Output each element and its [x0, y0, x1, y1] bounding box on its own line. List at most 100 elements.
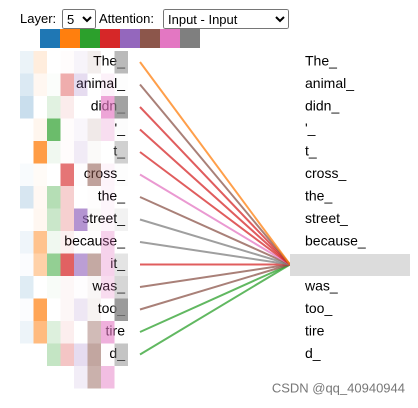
heat-cell	[74, 253, 88, 276]
heat-cell	[88, 141, 102, 164]
heat-cell	[34, 344, 48, 367]
right-token[interactable]: animal_	[305, 75, 354, 91]
heat-cell	[101, 51, 115, 74]
layer-select[interactable]: 5	[62, 9, 96, 29]
heat-cell	[114, 51, 128, 74]
heat-cell	[101, 186, 115, 209]
attention-line	[139, 61, 291, 266]
head-swatch[interactable]	[60, 29, 80, 48]
right-token[interactable]: t_	[305, 143, 317, 159]
heat-cell	[115, 366, 129, 389]
heat-cell	[74, 343, 88, 366]
heat-cell	[101, 96, 115, 119]
heat-cell	[114, 298, 128, 321]
heat-cell	[47, 186, 61, 209]
heat-cell	[87, 163, 101, 186]
head-swatch[interactable]	[40, 29, 60, 48]
heat-cell	[74, 73, 88, 96]
heat-cell	[47, 74, 61, 97]
right-token[interactable]: street_	[305, 210, 348, 226]
head-swatch[interactable]	[160, 29, 180, 48]
heat-cell	[60, 343, 74, 366]
attention-select[interactable]: Input - Input	[163, 9, 289, 29]
left-token[interactable]: because_	[64, 233, 125, 249]
left-token[interactable]: The_	[93, 53, 125, 69]
heat-cell	[114, 141, 128, 164]
heat-cell	[74, 321, 88, 344]
head-swatch[interactable]	[180, 29, 200, 48]
heat-cell	[61, 366, 75, 389]
heat-cell	[34, 366, 48, 389]
right-token[interactable]: didn_	[305, 98, 339, 114]
attention-line	[139, 106, 291, 266]
heat-cell	[74, 96, 88, 119]
heat-cell	[74, 51, 88, 74]
heat-cell	[60, 231, 74, 254]
left-token[interactable]: street_	[82, 210, 125, 226]
heat-cell	[114, 253, 128, 276]
heat-cell	[33, 298, 47, 321]
heat-cell	[88, 231, 102, 254]
right-token[interactable]: tire	[305, 323, 325, 339]
right-token[interactable]: d_	[305, 345, 321, 361]
heat-cell	[74, 366, 88, 389]
heat-cell	[101, 208, 115, 231]
right-token[interactable]: too_	[305, 300, 332, 316]
left-token[interactable]: too_	[98, 300, 125, 316]
heat-cell	[114, 208, 128, 231]
heat-cell	[115, 321, 129, 344]
left-token[interactable]: '_	[115, 120, 126, 136]
heat-cell	[20, 119, 34, 142]
heat-cell	[47, 141, 61, 164]
left-token[interactable]: the_	[98, 188, 125, 204]
heat-cell	[20, 96, 34, 119]
heat-cell	[20, 366, 34, 389]
heat-cell	[61, 51, 75, 74]
attention-line	[139, 128, 291, 266]
head-swatch[interactable]	[80, 29, 100, 48]
heat-cell	[88, 74, 102, 97]
head-swatch[interactable]	[120, 29, 140, 48]
heat-cell	[74, 118, 88, 141]
heat-cell	[20, 254, 34, 277]
left-token[interactable]: cross_	[84, 165, 125, 181]
right-token[interactable]: the_	[305, 188, 332, 204]
heat-cell	[74, 231, 88, 254]
heat-cell	[87, 321, 101, 344]
left-token[interactable]: was_	[91, 278, 125, 294]
left-token[interactable]: d_	[109, 345, 125, 361]
left-token[interactable]: animal_	[76, 75, 125, 91]
heat-cell	[34, 164, 48, 187]
attention-label: Attention:	[99, 11, 154, 26]
heat-cell	[87, 51, 101, 74]
attention-line	[139, 151, 291, 266]
attention-line	[139, 263, 291, 288]
heat-cell	[47, 118, 61, 141]
left-token[interactable]: didn_	[91, 98, 125, 114]
heat-cell	[101, 141, 115, 164]
right-token[interactable]: was_	[304, 278, 338, 294]
heat-cell	[60, 186, 74, 209]
heat-cell	[47, 231, 61, 254]
right-token[interactable]: cross_	[305, 165, 346, 181]
right-token[interactable]: The_	[305, 53, 337, 69]
attention-line	[139, 196, 291, 266]
right-token[interactable]: '_	[305, 120, 316, 136]
left-token[interactable]: t_	[113, 143, 125, 159]
head-swatch[interactable]	[100, 29, 120, 48]
heat-cell	[33, 186, 47, 209]
heat-cell	[74, 276, 88, 299]
head-swatch[interactable]	[140, 29, 160, 48]
heat-cell	[115, 119, 129, 142]
heat-cell	[20, 299, 34, 322]
heat-cell	[47, 51, 61, 74]
right-token[interactable]: it_	[305, 255, 320, 271]
heat-cell	[60, 163, 74, 186]
left-token[interactable]: it_	[110, 255, 125, 271]
right-token[interactable]: because_	[305, 233, 366, 249]
attention-line	[139, 263, 291, 333]
heat-cell	[101, 163, 115, 186]
left-token[interactable]: tire	[106, 323, 126, 339]
heat-cell	[114, 343, 128, 366]
heat-cell	[47, 321, 61, 344]
